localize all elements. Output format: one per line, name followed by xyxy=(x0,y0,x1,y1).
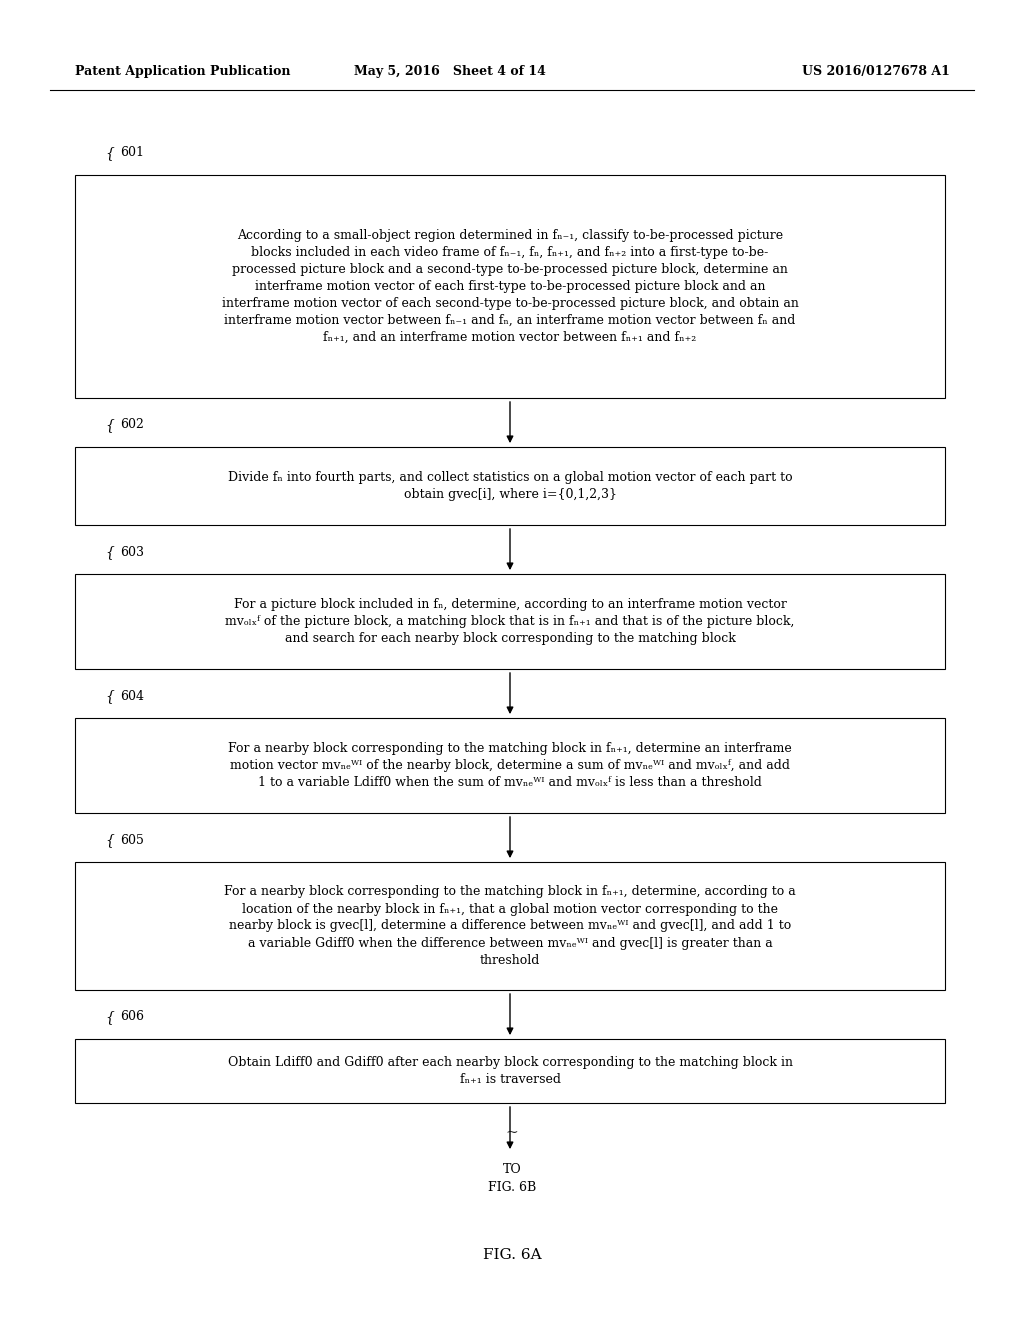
Bar xyxy=(75,862,945,990)
Text: 604: 604 xyxy=(120,689,144,702)
Bar xyxy=(75,1039,945,1104)
Text: {: { xyxy=(105,689,114,704)
Text: {: { xyxy=(105,545,114,558)
Text: May 5, 2016   Sheet 4 of 14: May 5, 2016 Sheet 4 of 14 xyxy=(354,66,546,78)
Text: ~: ~ xyxy=(506,1126,518,1140)
Text: {: { xyxy=(105,147,114,160)
Text: {: { xyxy=(105,1010,114,1024)
Bar xyxy=(75,447,945,525)
Text: For a nearby block corresponding to the matching block in fₙ₊₁, determine, accor: For a nearby block corresponding to the … xyxy=(224,886,796,966)
Text: According to a small-object region determined in fₙ₋₁, classify to-be-processed : According to a small-object region deter… xyxy=(221,228,799,345)
Text: Patent Application Publication: Patent Application Publication xyxy=(75,66,291,78)
Text: {: { xyxy=(105,833,114,847)
Text: For a nearby block corresponding to the matching block in fₙ₊₁, determine an int: For a nearby block corresponding to the … xyxy=(228,742,792,789)
Text: 605: 605 xyxy=(120,833,144,846)
Text: FIG. 6B: FIG. 6B xyxy=(487,1181,537,1195)
Text: Obtain Ldiff0 and Gdiff0 after each nearby block corresponding to the matching b: Obtain Ldiff0 and Gdiff0 after each near… xyxy=(227,1056,793,1086)
Bar xyxy=(75,718,945,813)
Text: 601: 601 xyxy=(120,147,144,160)
Bar xyxy=(75,176,945,399)
Text: {: { xyxy=(105,418,114,432)
Bar xyxy=(75,574,945,669)
Text: 606: 606 xyxy=(120,1011,144,1023)
Text: TO: TO xyxy=(503,1163,521,1176)
Text: 603: 603 xyxy=(120,545,144,558)
Text: FIG. 6A: FIG. 6A xyxy=(482,1247,542,1262)
Text: US 2016/0127678 A1: US 2016/0127678 A1 xyxy=(802,66,950,78)
Text: For a picture block included in fₙ, determine, according to an interframe motion: For a picture block included in fₙ, dete… xyxy=(225,598,795,645)
Text: Divide fₙ into fourth parts, and collect statistics on a global motion vector of: Divide fₙ into fourth parts, and collect… xyxy=(227,471,793,502)
Text: 602: 602 xyxy=(120,418,144,432)
